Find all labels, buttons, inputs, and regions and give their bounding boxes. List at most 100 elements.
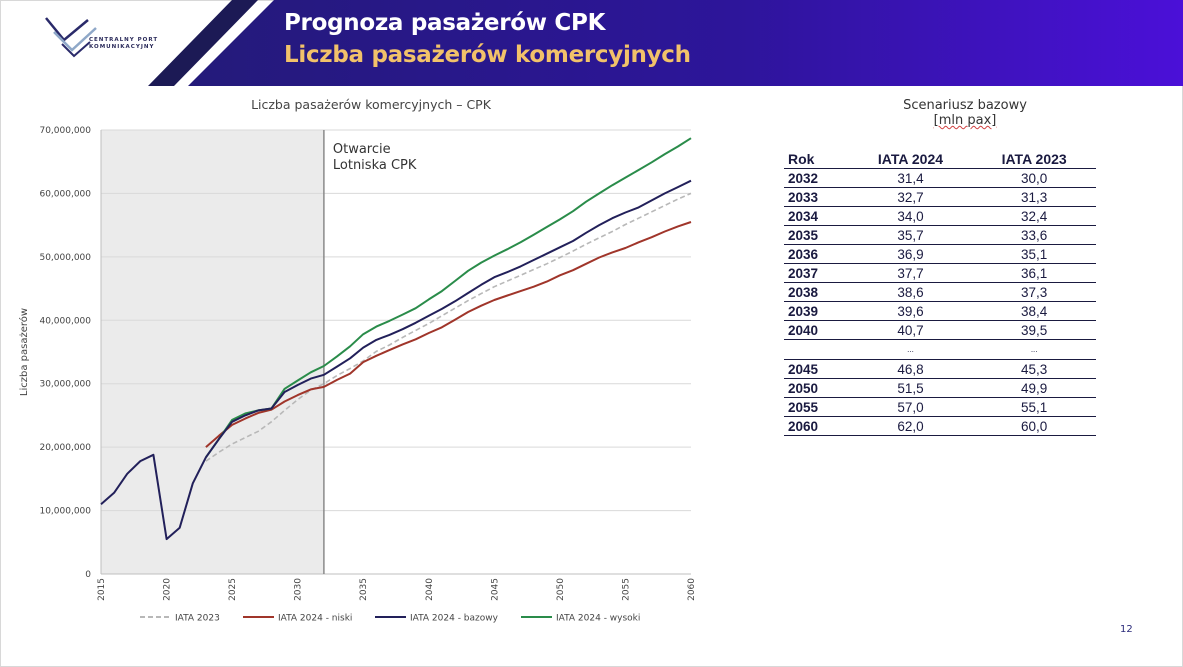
plot-area: 0 10,000,000 20,000,000 30,000,000 40,000,00…: [18, 126, 697, 601]
passenger-forecast-chart: Liczba pasażerów komercyjnych – CPK 0 10,…: [18, 97, 697, 624]
page-number: 12: [1120, 624, 1133, 635]
x-tick-label: 2015: [97, 578, 107, 601]
cell-year: 2039: [784, 301, 849, 321]
cell-iata2024: 62,0: [848, 416, 973, 436]
table-row: 2037 37,7 36,1: [784, 263, 1096, 283]
cell-year: 2033: [784, 187, 849, 207]
chart-legend: IATA 2023 IATA 2024 - niski IATA 2024 - ba…: [140, 614, 640, 624]
y-tick-label: 10,000,000: [39, 507, 91, 517]
cell-iata2023: 45,3: [972, 359, 1096, 379]
cell-year: 2034: [784, 206, 849, 226]
cell-iata2024: 34,0: [848, 206, 973, 226]
cell-iata2023: 49,9: [972, 378, 1096, 398]
cell-year: 2050: [784, 378, 849, 398]
table-row: 2034 34,0 32,4: [784, 206, 1096, 226]
cell-iata2024: 38,6: [848, 282, 973, 302]
y-tick-label: 0: [85, 570, 91, 580]
cell-iata2023: 32,4: [972, 206, 1096, 226]
table-header-row: Rok IATA 2024 IATA 2023: [784, 150, 1096, 169]
x-tick-label: 2025: [228, 578, 238, 601]
table-row: 2060 62,0 60,0: [784, 416, 1096, 436]
table-row: 2045 46,8 45,3: [784, 359, 1096, 379]
cell-year: 2038: [784, 282, 849, 302]
cell-year: 2037: [784, 263, 849, 283]
cell-iata2023: ...: [972, 339, 1096, 360]
cell-iata2023: 35,1: [972, 244, 1096, 264]
cell-year: 2060: [784, 416, 849, 436]
header-cell-iata2023: IATA 2023: [972, 150, 1096, 169]
cell-iata2024: 46,8: [848, 359, 973, 379]
historic-shaded-region: [101, 130, 324, 574]
header-cell-iata2024: IATA 2024: [848, 150, 973, 169]
table-row: 2036 36,9 35,1: [784, 244, 1096, 264]
cell-iata2024: 32,7: [848, 187, 973, 207]
scenario-table: Rok IATA 2024 IATA 2023 2032 31,4 30,0 2033…: [784, 150, 1096, 436]
cell-iata2024: 51,5: [848, 378, 973, 398]
y-tick-label: 70,000,000: [39, 126, 91, 136]
x-tick-label: 2030: [294, 578, 304, 601]
cell-iata2023: 38,4: [972, 301, 1096, 321]
logo-text: CENTRALNY PORT KOMUNIKACYJNY: [89, 37, 159, 50]
x-tick-label: 2035: [359, 578, 369, 601]
cell-iata2023: 39,5: [972, 320, 1096, 340]
annotation-line: Lotniska CPK: [333, 158, 417, 173]
x-tick-label: 2055: [621, 578, 631, 601]
table-title-line1: Scenariusz bazowy: [903, 98, 1027, 113]
y-tick-label: 50,000,000: [39, 253, 91, 263]
cell-iata2023: 30,0: [972, 168, 1096, 188]
cpk-logo-mark: [45, 17, 97, 58]
table-row: 2032 31,4 30,0: [784, 168, 1096, 188]
cell-iata2023: 36,1: [972, 263, 1096, 283]
cell-year: 2036: [784, 244, 849, 264]
cell-iata2024: 39,6: [848, 301, 973, 321]
cell-iata2023: 37,3: [972, 282, 1096, 302]
chart-title: Liczba pasażerów komercyjnych – CPK: [251, 97, 492, 112]
legend-label: IATA 2024 - wysoki: [556, 614, 640, 624]
series-line-iata-2024-wysoki: [205, 137, 692, 458]
cell-year: 2035: [784, 225, 849, 245]
cell-iata2023: 33,6: [972, 225, 1096, 245]
page-title: Prognoza pasażerów CPK: [284, 10, 606, 36]
cell-year: [784, 339, 849, 360]
cell-iata2023: 55,1: [972, 397, 1096, 417]
table-row: 2033 32,7 31,3: [784, 187, 1096, 207]
cell-iata2024: 40,7: [848, 320, 973, 340]
y-tick-label: 60,000,000: [39, 189, 91, 199]
y-axis-label: Liczba pasażerów: [18, 308, 30, 396]
y-tick-label: 40,000,000: [39, 316, 91, 326]
x-tick-label: 2045: [490, 578, 500, 601]
table-row: 2040 40,7 39,5: [784, 320, 1096, 340]
table-ellipsis-row: ......: [784, 339, 1096, 360]
cell-iata2024: 31,4: [848, 168, 973, 188]
cell-iata2024: 37,7: [848, 263, 973, 283]
page-subtitle: Liczba pasażerów komercyjnych: [284, 42, 691, 68]
cell-year: 2040: [784, 320, 849, 340]
legend-label: IATA 2024 - niski: [278, 614, 352, 624]
legend-label: IATA 2024 - bazowy: [410, 614, 499, 624]
cell-iata2023: 60,0: [972, 416, 1096, 436]
cell-iata2024: 57,0: [848, 397, 973, 417]
cell-year: 2032: [784, 168, 849, 188]
legend-label: IATA 2023: [175, 614, 220, 624]
cell-iata2024: ...: [848, 339, 973, 360]
table-body: 2032 31,4 30,0 2033 32,7 31,3 2034 34,0 32,4 2035…: [784, 168, 1096, 436]
series-line-iata-2024-bazowy: [100, 179, 692, 541]
x-tick-label: 2060: [687, 578, 697, 601]
table-row: 2038 38,6 37,3: [784, 282, 1096, 302]
y-tick-label: 30,000,000: [39, 380, 91, 390]
series-line-iata-2023: [205, 192, 692, 462]
series-line-iata-2024-niski: [205, 221, 692, 448]
cell-iata2023: 31,3: [972, 187, 1096, 207]
table-row: 2039 39,6 38,4: [784, 301, 1096, 321]
y-tick-label: 20,000,000: [39, 443, 91, 453]
table-row: 2055 57,0 55,1: [784, 397, 1096, 417]
header-banner: CENTRALNY PORT KOMUNIKACYJNY Prognoza pa…: [0, 0, 1183, 86]
table-row: 2050 51,5 49,9: [784, 378, 1096, 398]
table-row: 2035 35,7 33,6: [784, 225, 1096, 245]
header-cell-year: Rok: [784, 150, 849, 169]
cpk-logo: [44, 16, 184, 62]
cell-year: 2055: [784, 397, 849, 417]
header-band-graphic: [148, 0, 1183, 86]
cell-iata2024: 35,7: [848, 225, 973, 245]
x-tick-label: 2050: [556, 578, 566, 601]
